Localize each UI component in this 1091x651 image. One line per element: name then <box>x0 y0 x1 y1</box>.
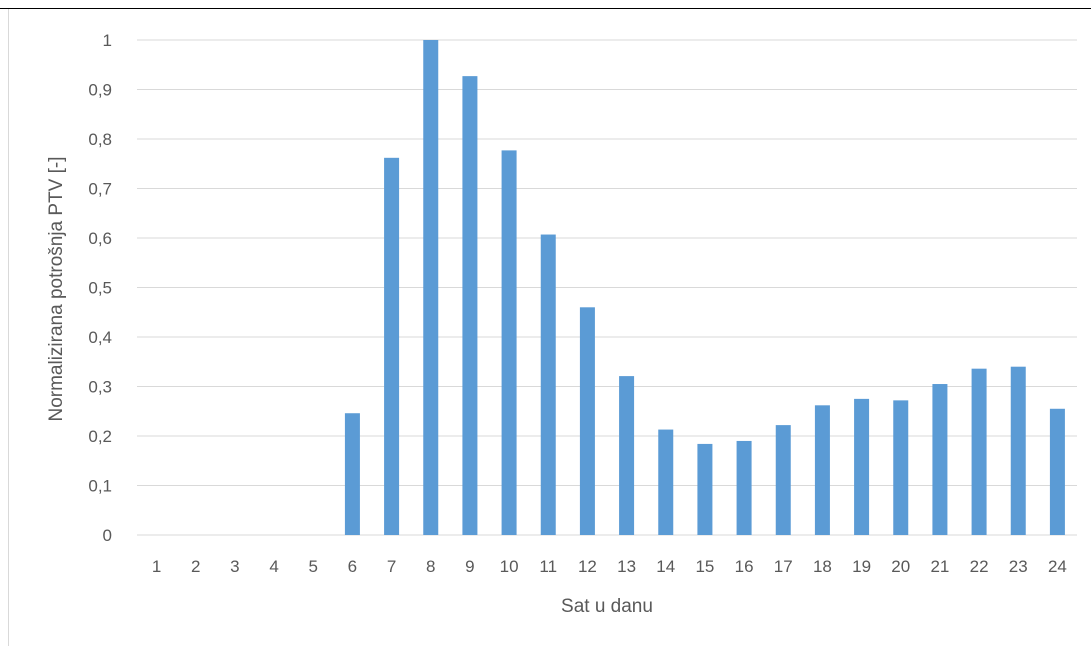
x-tick-label: 17 <box>774 557 793 576</box>
y-tick-label: 0,9 <box>88 81 112 100</box>
y-axis-label: Normalizirana potrošnja PTV [-] <box>46 156 67 421</box>
bar-24 <box>1049 408 1065 535</box>
bar-16 <box>736 440 752 535</box>
gridlines <box>137 39 1077 536</box>
x-tick-label: 4 <box>269 557 278 576</box>
bar-9 <box>462 76 478 535</box>
x-tick-label: 7 <box>387 557 396 576</box>
x-tick-label: 23 <box>1009 557 1028 576</box>
y-tick-label: 0,2 <box>88 427 112 446</box>
x-tick-label: 19 <box>852 557 871 576</box>
bar-20 <box>893 400 909 535</box>
x-tick-labels: 1 2 3 4 5 6 7 8 9 10 11 12 13 14 15 16 17 18 19 20 21 22 23 24 <box>152 557 1067 576</box>
bar-15 <box>697 443 713 535</box>
x-tick-label: 21 <box>930 557 949 576</box>
bar-14 <box>658 429 674 535</box>
bar-7 <box>384 157 400 535</box>
x-tick-label: 5 <box>309 557 318 576</box>
bar-22 <box>971 368 987 535</box>
y-tick-label: 0,3 <box>88 378 112 397</box>
bars <box>344 40 1065 535</box>
x-tick-label: 20 <box>891 557 910 576</box>
x-tick-label: 14 <box>656 557 675 576</box>
y-tick-label: 0,6 <box>88 229 112 248</box>
y-tick-label: 0,5 <box>88 279 112 298</box>
bar-21 <box>932 384 948 535</box>
bar-12 <box>579 307 595 535</box>
bar-6 <box>344 413 360 535</box>
x-tick-label: 22 <box>970 557 989 576</box>
y-tick-label: 0,1 <box>88 477 112 496</box>
x-tick-label: 11 <box>539 557 557 576</box>
bar-23 <box>1010 366 1026 535</box>
frame-left-border <box>8 9 9 646</box>
y-tick-label: 0 <box>103 526 112 545</box>
x-tick-label: 9 <box>465 557 474 576</box>
bar-10 <box>501 150 517 535</box>
x-tick-label: 24 <box>1048 557 1067 576</box>
y-tick-label: 1 <box>103 31 112 50</box>
frame-top-border <box>0 8 1091 9</box>
x-tick-label: 15 <box>695 557 714 576</box>
y-tick-labels: 0 0,1 0,2 0,3 0,4 0,5 0,6 0,7 0,8 0,9 1 <box>88 31 112 545</box>
y-tick-label: 0,8 <box>88 130 112 149</box>
x-tick-label: 13 <box>617 557 636 576</box>
x-tick-label: 18 <box>813 557 832 576</box>
y-tick-label: 0,4 <box>88 328 112 347</box>
x-tick-label: 16 <box>735 557 754 576</box>
x-axis-label: Sat u danu <box>561 596 653 617</box>
bar-17 <box>775 425 791 535</box>
x-tick-label: 12 <box>578 557 597 576</box>
y-tick-label: 0,7 <box>88 180 112 199</box>
x-tick-label: 8 <box>426 557 435 576</box>
x-tick-label: 10 <box>500 557 519 576</box>
bar-18 <box>814 405 830 535</box>
bar-8 <box>423 40 439 535</box>
bar-13 <box>619 376 635 535</box>
x-tick-label: 3 <box>230 557 239 576</box>
x-tick-label: 6 <box>348 557 357 576</box>
bar-11 <box>540 234 556 535</box>
x-tick-label: 2 <box>191 557 200 576</box>
x-tick-label: 1 <box>152 557 161 576</box>
bar-19 <box>854 398 870 535</box>
